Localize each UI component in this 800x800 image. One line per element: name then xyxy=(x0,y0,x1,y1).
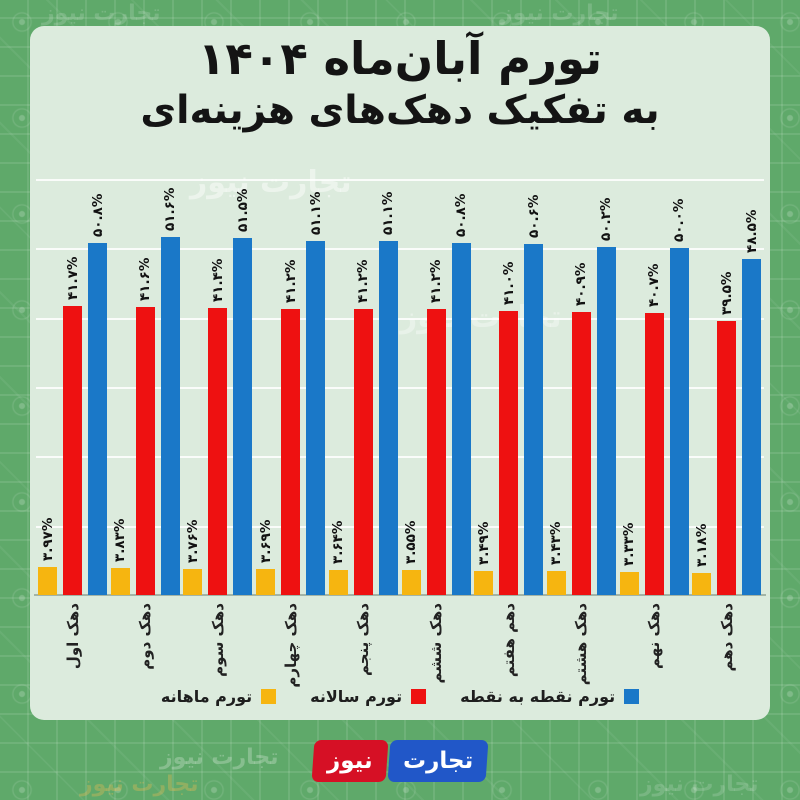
legend-swatch xyxy=(624,689,640,704)
bar-value-label-monthly-1: ۳.۹۷% xyxy=(39,517,56,561)
legend-swatch xyxy=(411,689,427,704)
x-axis-line xyxy=(34,594,766,596)
logo-word-news: نیوز xyxy=(326,748,373,774)
bar-annual-4 xyxy=(281,309,301,595)
bar-value-label-annual-10: ۳۹.۵% xyxy=(718,271,735,315)
bar-monthly-2 xyxy=(110,568,130,595)
bar-annual-6 xyxy=(426,309,446,595)
bar-annual-9 xyxy=(644,313,664,595)
chart-subtitle: به تفکیک دهک‌های هزینه‌ای xyxy=(140,88,660,133)
bar-monthly-9 xyxy=(619,572,639,595)
logo-box-tejarat: تجارت xyxy=(387,740,489,782)
chart-title: تورم آبان‌ماه ۱۴۰۴ xyxy=(197,32,603,85)
gridline xyxy=(36,179,764,181)
bar-monthly-5 xyxy=(328,570,348,595)
bar-p2p-6 xyxy=(451,243,471,595)
bar-value-label-monthly-4: ۳.۶۹% xyxy=(257,519,274,563)
bar-value-label-annual-1: ۴۱.۷% xyxy=(64,256,81,300)
bar-p2p-2 xyxy=(160,237,180,595)
bar-value-label-p2p-2: ۵۱.۶% xyxy=(162,187,179,231)
gridline xyxy=(36,526,764,528)
bar-p2p-9 xyxy=(669,248,689,595)
bar-value-label-p2p-10: ۴۸.۵% xyxy=(743,209,760,253)
logo-box-news: نیوز xyxy=(311,740,388,782)
legend-label: تورم ماهانه xyxy=(160,687,253,706)
bar-value-label-p2p-3: ۵۱.۵% xyxy=(234,188,251,232)
bar-monthly-10 xyxy=(692,573,712,595)
legend-label: تورم نقطه به نقطه xyxy=(460,687,616,706)
bar-annual-1 xyxy=(63,306,82,595)
watermark-text: تجارت نیوز xyxy=(42,1,161,26)
category-label-1: دهک اول xyxy=(63,603,82,670)
bar-annual-7 xyxy=(499,311,519,595)
bar-value-label-monthly-10: ۳.۱۸% xyxy=(693,523,710,567)
category-label-4: دهک چهارم xyxy=(281,603,300,688)
category-label-2: دهک دوم xyxy=(136,603,155,670)
bar-value-label-monthly-6: ۳.۵۵% xyxy=(403,520,419,564)
bar-annual-2 xyxy=(135,307,155,595)
brand-logo: نیوز تجارت xyxy=(0,740,800,782)
bar-value-label-monthly-5: ۳.۶۴% xyxy=(330,520,347,564)
bar-value-label-monthly-7: ۳.۴۹% xyxy=(475,521,492,565)
bar-value-label-p2p-1: ۵۰.۸% xyxy=(89,193,106,237)
bar-value-label-annual-3: ۴۱.۴% xyxy=(209,258,226,302)
bar-p2p-10 xyxy=(742,259,762,595)
legend-item-1: تورم ماهانه xyxy=(160,687,277,706)
bar-annual-5 xyxy=(353,309,373,595)
bar-annual-3 xyxy=(208,308,228,595)
bar-monthly-1 xyxy=(38,567,57,595)
legend-item-3: تورم نقطه به نقطه xyxy=(460,687,640,706)
bar-value-label-p2p-4: ۵۱.۱% xyxy=(307,191,324,235)
bar-value-label-monthly-3: ۳.۷۶% xyxy=(184,519,201,563)
category-label-10: دهک دهم xyxy=(717,603,736,672)
bar-value-label-annual-9: ۴۰.۷% xyxy=(646,263,663,307)
bar-value-label-p2p-8: ۵۰.۲% xyxy=(598,197,615,241)
category-label-6: دهک ششم xyxy=(427,603,445,684)
bar-p2p-1 xyxy=(88,243,107,595)
legend-item-2: تورم سالانه xyxy=(310,687,427,706)
bar-monthly-4 xyxy=(256,569,276,595)
bar-annual-8 xyxy=(571,312,591,595)
category-label-3: دهک سوم xyxy=(208,603,227,677)
bar-value-label-monthly-8: ۳.۴۳% xyxy=(548,521,565,565)
bar-value-label-p2p-6: ۵۰.۸% xyxy=(453,193,469,237)
bar-value-label-annual-7: ۴۱.۰% xyxy=(500,261,517,305)
category-label-5: دهک پنجم xyxy=(354,603,373,677)
gridline xyxy=(36,248,764,250)
category-label-7: دهم هفتم xyxy=(499,603,518,678)
bar-value-label-monthly-9: ۳.۳۳% xyxy=(621,522,638,566)
bar-monthly-7 xyxy=(474,571,494,595)
gridline xyxy=(36,318,764,320)
bar-annual-10 xyxy=(717,321,737,595)
legend: تورم ماهانه تورم سالانه تورم نقطه به نقطه xyxy=(0,687,800,706)
watermark-text: تجارت نیوز xyxy=(500,1,619,26)
bar-value-label-annual-8: ۴۰.۹% xyxy=(573,262,590,306)
bar-p2p-7 xyxy=(524,244,544,595)
bar-value-label-annual-4: ۴۱.۲% xyxy=(282,259,299,303)
category-label-9: دهک نهم xyxy=(645,603,664,669)
bar-monthly-6 xyxy=(401,570,421,595)
gridline xyxy=(36,387,764,389)
logo-word-tejarat: تجارت xyxy=(403,748,474,774)
bar-monthly-3 xyxy=(183,569,203,595)
bar-value-label-monthly-2: ۳.۸۳% xyxy=(112,518,129,562)
bar-p2p-5 xyxy=(378,241,398,595)
category-label-8: دهک هشتم xyxy=(572,603,591,686)
bar-value-label-annual-6: ۴۱.۲% xyxy=(428,259,444,303)
bar-p2p-8 xyxy=(596,247,616,595)
bar-p2p-3 xyxy=(233,238,253,595)
gridline xyxy=(36,456,764,458)
bar-value-label-annual-2: ۴۱.۶% xyxy=(137,257,154,301)
bar-monthly-8 xyxy=(546,571,566,595)
bar-value-label-annual-5: ۴۱.۲% xyxy=(355,259,372,303)
bar-p2p-4 xyxy=(306,241,326,595)
bar-value-label-p2p-5: ۵۱.۱% xyxy=(380,191,397,235)
bar-value-label-p2p-9: ۵۰.۰% xyxy=(671,198,688,242)
legend-swatch xyxy=(261,689,277,704)
bar-value-label-p2p-7: ۵۰.۶% xyxy=(525,194,542,238)
legend-label: تورم سالانه xyxy=(310,687,403,706)
